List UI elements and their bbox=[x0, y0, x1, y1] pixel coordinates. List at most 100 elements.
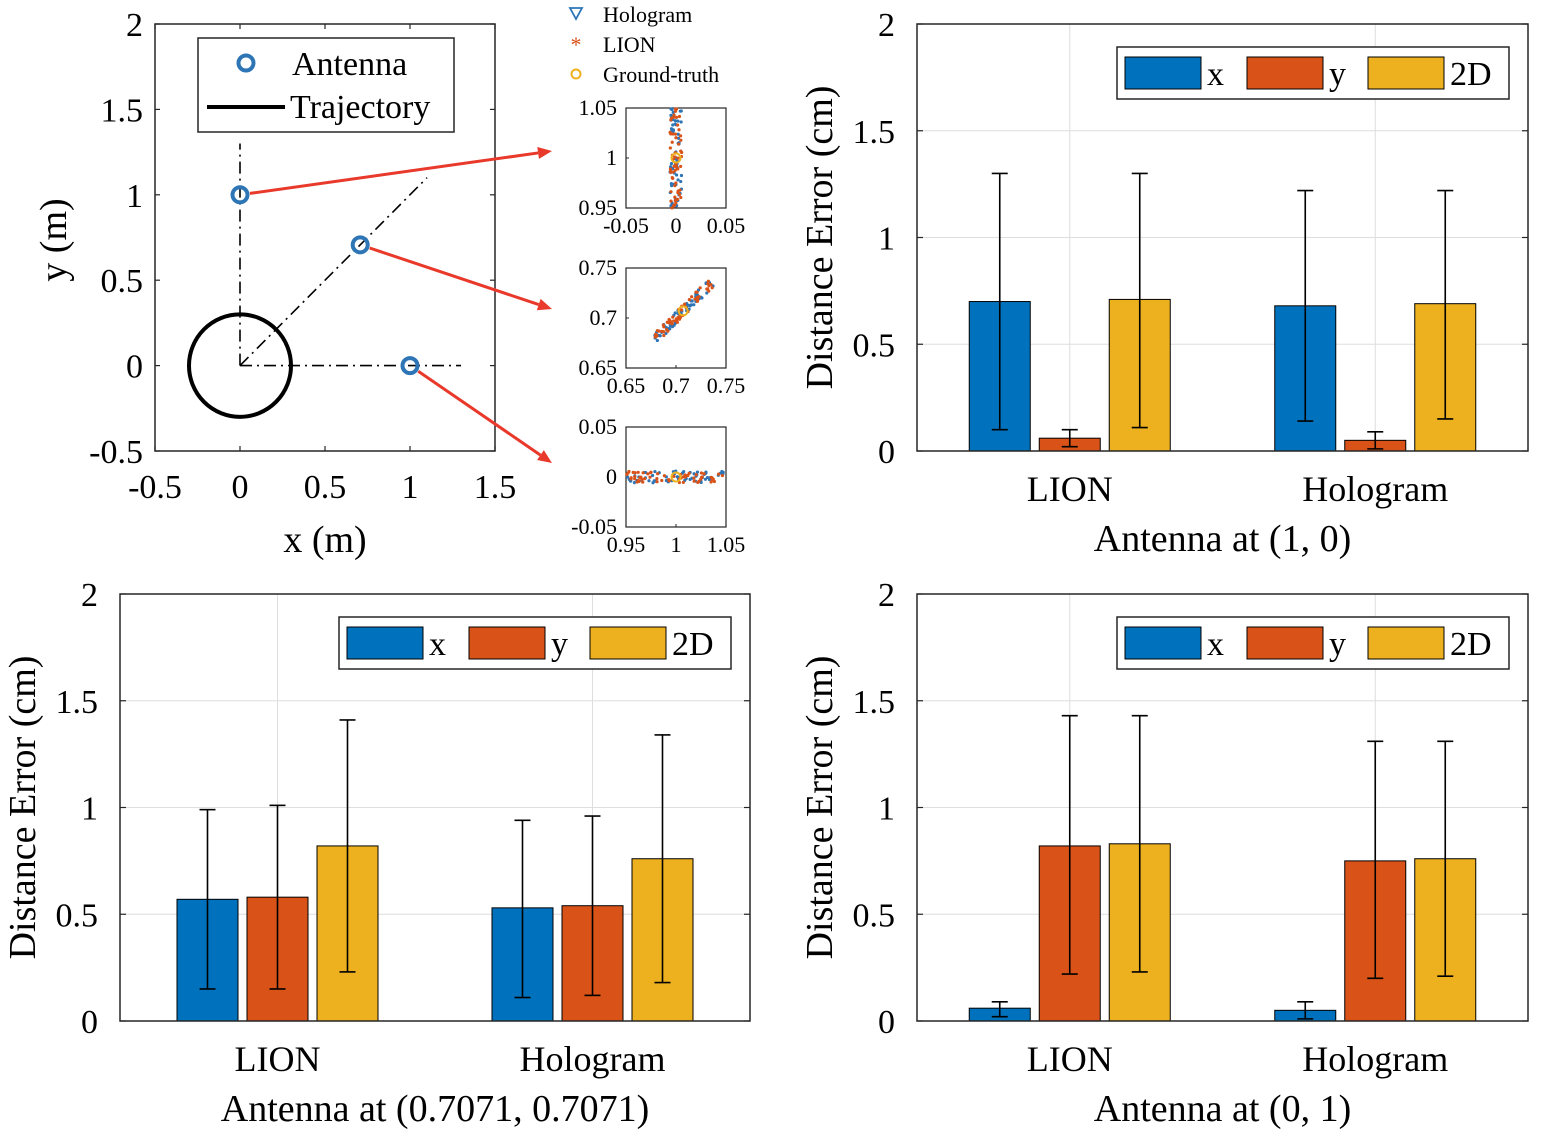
scenario-ytick-label: 0 bbox=[126, 349, 143, 386]
bar-axes-box bbox=[916, 593, 1529, 1022]
trajectory-circle bbox=[187, 312, 293, 419]
bar-ylabel: Distance Error (cm) bbox=[799, 86, 841, 390]
lion-point bbox=[674, 181, 678, 185]
bar-category-label: LION bbox=[1027, 1039, 1113, 1079]
bar-xlabel: Antenna at (0, 1) bbox=[1094, 1088, 1351, 1130]
lion-point bbox=[694, 290, 698, 294]
inset-xtick-label: 1 bbox=[671, 532, 682, 557]
scenario-plot: -0.5 0 0.5 1 1.5 -0.5 0 0.5 1 1.5 2 x (m) y (m) An… bbox=[33, 7, 516, 561]
lion-point bbox=[683, 475, 688, 479]
scenario-xtick-label: 1.5 bbox=[474, 469, 517, 506]
inset-plots: Hologram * LION Ground-truth -0.05 0 0.050… bbox=[568, 2, 746, 557]
legend-label: x bbox=[1207, 626, 1224, 663]
lion-point bbox=[668, 318, 672, 322]
bar-legend: x y 2D bbox=[1116, 46, 1510, 100]
inset-ytick-label: 0.7 bbox=[590, 305, 618, 330]
inset-xtick-label: 0.95 bbox=[607, 532, 646, 557]
bar-ytick-label: 1 bbox=[81, 791, 98, 828]
lion-point bbox=[712, 479, 716, 484]
lion-point bbox=[654, 334, 659, 338]
lion-point bbox=[720, 473, 725, 478]
lion-point bbox=[668, 167, 673, 171]
inset-panel: 0.95 1 1.05 -0.05 0 0.05 bbox=[571, 414, 745, 557]
zoom-arrow-head bbox=[536, 298, 552, 311]
lion-point bbox=[710, 286, 714, 290]
lion-point bbox=[678, 134, 683, 138]
bar-category-label: LION bbox=[1027, 469, 1113, 509]
lion-point bbox=[669, 190, 673, 194]
bar-ytick-label: 0.5 bbox=[56, 897, 99, 934]
legend-label: y bbox=[551, 626, 568, 663]
inset-ytick-label: 0.05 bbox=[579, 414, 618, 439]
hologram-point bbox=[669, 113, 673, 117]
inset-ytick-label: 1 bbox=[606, 145, 617, 170]
bar-ytick-label: 0 bbox=[878, 434, 895, 471]
ground-truth-point bbox=[670, 152, 682, 164]
lion-point bbox=[699, 471, 704, 475]
bar-axes-box bbox=[916, 23, 1529, 452]
inset-ytick-label: -0.05 bbox=[571, 514, 617, 539]
inset-panel: -0.05 0 0.05 0.95 1 1.05 bbox=[579, 95, 746, 238]
lion-point bbox=[662, 333, 666, 338]
antenna-marker bbox=[350, 235, 370, 255]
lion-point bbox=[687, 298, 691, 302]
bar-ytick-label: 1 bbox=[878, 221, 895, 258]
hologram-point bbox=[669, 161, 674, 166]
hologram-point bbox=[650, 473, 655, 478]
bar-ytick-label: 0.5 bbox=[853, 327, 896, 364]
hologram-point bbox=[676, 178, 680, 182]
legend-label: x bbox=[429, 626, 446, 663]
lion-point bbox=[687, 471, 691, 476]
lion-point bbox=[671, 315, 675, 319]
lion-point bbox=[675, 317, 679, 321]
scenario-ylabel: y (m) bbox=[33, 198, 75, 281]
bar-ylabel: Distance Error (cm) bbox=[2, 656, 44, 960]
lion-point bbox=[673, 195, 677, 199]
bar-category-label: LION bbox=[235, 1039, 321, 1079]
hologram-point bbox=[668, 327, 672, 331]
scenario-xtick-label: 0 bbox=[232, 469, 249, 506]
lion-point bbox=[629, 476, 633, 480]
lion-point bbox=[674, 115, 679, 119]
lion-point bbox=[679, 164, 683, 169]
scenario-legend: Antenna Trajectory bbox=[197, 37, 455, 133]
hologram-point bbox=[668, 324, 672, 328]
lion-point bbox=[662, 474, 667, 478]
hologram-point bbox=[674, 173, 679, 177]
bar-category-label: Hologram bbox=[520, 1039, 666, 1079]
bar-xlabel: Antenna at (0.7071, 0.7071) bbox=[221, 1088, 649, 1130]
inset-ytick-label: 0 bbox=[606, 464, 617, 489]
lion-point bbox=[683, 302, 687, 306]
lion-point bbox=[674, 107, 678, 111]
bar-ytick-label: 1 bbox=[878, 791, 895, 828]
lion-point bbox=[670, 140, 674, 144]
lion-point bbox=[673, 155, 677, 159]
legend-swatch-y bbox=[468, 626, 546, 660]
hologram-point bbox=[669, 107, 673, 111]
lion-point bbox=[627, 469, 631, 474]
bar-xlabel: Antenna at (1, 0) bbox=[1094, 518, 1351, 560]
lion-point bbox=[705, 287, 709, 291]
lion-point bbox=[655, 480, 659, 484]
lion-point bbox=[677, 114, 682, 119]
scenario-xtick-label: -0.5 bbox=[128, 469, 182, 506]
hologram-point bbox=[703, 477, 708, 481]
lion-point bbox=[679, 138, 683, 142]
lion-point bbox=[669, 199, 673, 203]
lion-point bbox=[672, 115, 676, 119]
hologram-point bbox=[632, 481, 637, 485]
scenario-legend-box bbox=[197, 37, 455, 133]
legend-label: x bbox=[1207, 56, 1224, 93]
hologram-point bbox=[647, 479, 651, 483]
lion-point bbox=[668, 146, 672, 150]
scenario-ytick-label: 1.5 bbox=[101, 92, 144, 129]
hologram-point bbox=[679, 179, 683, 184]
inset-ytick-label: 0.65 bbox=[579, 355, 618, 380]
antenna-marker bbox=[400, 356, 420, 376]
zoom-arrow-head bbox=[537, 450, 552, 463]
scenario-xlabel: x (m) bbox=[283, 519, 366, 561]
lion-point bbox=[706, 279, 710, 283]
bar-ylabel: Distance Error (cm) bbox=[799, 656, 841, 960]
lion-point bbox=[673, 198, 677, 203]
legend-swatch-x bbox=[1124, 626, 1202, 660]
